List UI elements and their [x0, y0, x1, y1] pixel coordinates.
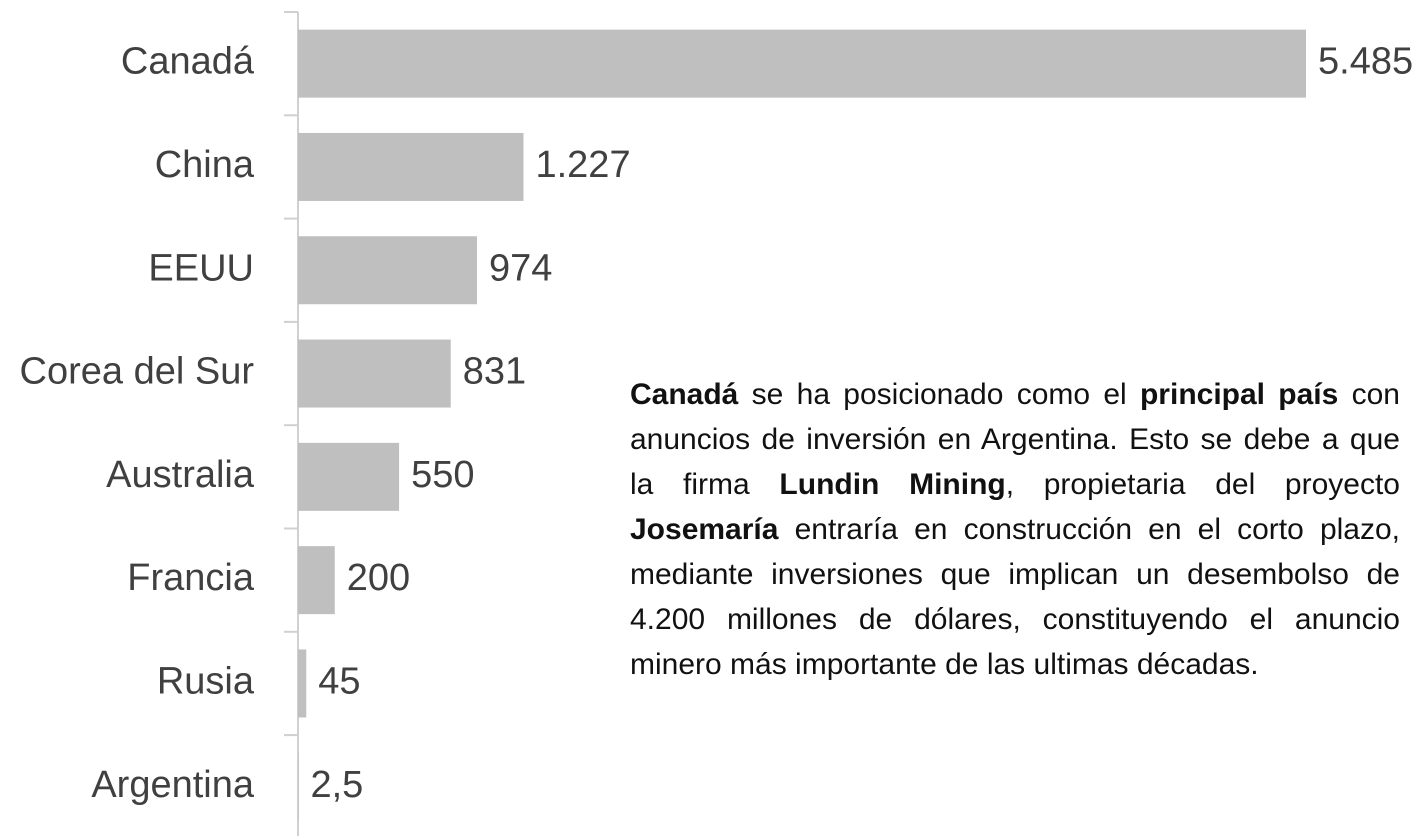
- bar: [298, 442, 400, 511]
- category-label: Corea del Sur: [20, 351, 255, 393]
- value-label: 2,5: [310, 764, 363, 806]
- category-label: Australia: [106, 454, 255, 496]
- category-label: Rusia: [157, 660, 255, 702]
- value-label: 831: [463, 351, 526, 393]
- category-label: Francia: [127, 557, 255, 599]
- bold-text: principal país: [1139, 378, 1339, 411]
- value-label: 974: [489, 247, 552, 289]
- text: con anuncios de inversión en Argentina. …: [630, 378, 1400, 501]
- value-label: 45: [318, 660, 360, 702]
- bold-text: Lundin Mining: [779, 468, 1006, 501]
- value-label: 5.485: [1318, 41, 1413, 83]
- category-label: Canadá: [121, 41, 255, 83]
- bold-text: Josemaría: [630, 513, 779, 546]
- text: entraría en construcción en el corto pla…: [630, 513, 1400, 681]
- bar: [298, 29, 1306, 98]
- annotation: Canadá se ha posicionado como el princip…: [630, 372, 1400, 687]
- text: se ha posicionado como el: [738, 378, 1140, 411]
- bar: [298, 649, 307, 718]
- bar: [298, 339, 451, 408]
- bar: [298, 546, 335, 615]
- value-label: 200: [347, 557, 410, 599]
- value-label: 1.227: [535, 144, 630, 186]
- category-label: Argentina: [91, 764, 255, 806]
- bar: [298, 132, 524, 201]
- value-label: 550: [411, 454, 474, 496]
- category-label: EEUU: [148, 247, 254, 289]
- bold-text: Canadá: [630, 378, 739, 411]
- category-label: China: [155, 144, 255, 186]
- text: , propietaria del proyecto: [1005, 468, 1400, 501]
- bar: [298, 236, 477, 305]
